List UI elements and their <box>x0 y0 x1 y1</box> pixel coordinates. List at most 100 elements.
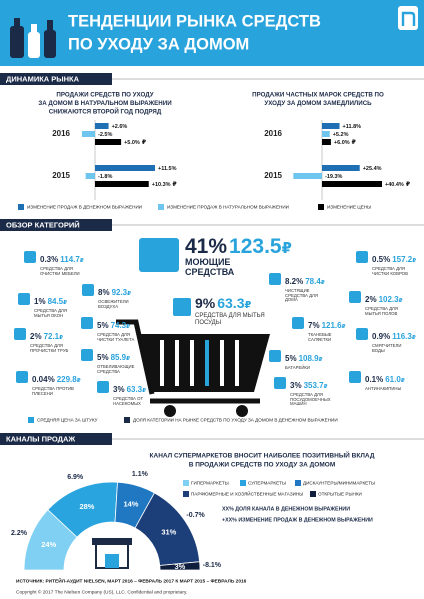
category-icon <box>139 238 179 272</box>
chart-title: В ПРОДАЖИ СРЕДСТВ ПО УХОДУ ЗА ДОМОМ <box>189 462 336 469</box>
currency: ₽ <box>126 324 131 330</box>
currency: ₽ <box>352 140 356 146</box>
bar <box>85 173 95 179</box>
currency: ₽ <box>79 258 84 264</box>
currency: ₽ <box>281 241 292 257</box>
legend-label: СРЕДНЯЯ ЦЕНА ЗА ШТУКУ <box>37 418 98 423</box>
category-price: 61.0 <box>385 375 401 384</box>
legend-swatch <box>18 204 24 210</box>
category-price: 114.7 <box>60 255 80 264</box>
section-title: ОБЗОР КАТЕГОРИЙ <box>6 220 80 229</box>
category-price: 121.6 <box>321 321 342 330</box>
category-icon <box>97 381 109 393</box>
category-name: СРЕДСТВА ДЛЯ ПРОЧИСТКИ ТРУБ <box>30 343 69 353</box>
legend-swatch <box>183 491 189 497</box>
legend-swatch <box>183 480 189 486</box>
bar <box>322 181 382 187</box>
value-label: +5.2% <box>333 132 349 138</box>
category-share: 0.3% <box>40 255 59 264</box>
legend-swatch <box>158 204 164 210</box>
category-name: СРЕДСТВА ДЛЯ ОЧИСТКИ МЕБЕЛИ <box>40 266 80 276</box>
share-label: 24% <box>41 540 56 549</box>
category-item: 1% 84.5₽ СРЕДСТВА ДЛЯ МЫТЬЯ ОКОН <box>34 292 76 318</box>
growth-label: -0.7% <box>186 512 205 519</box>
category-name: АНТИНАКИПИНЫ <box>365 386 402 391</box>
bar <box>322 131 330 137</box>
currency: ₽ <box>400 378 405 384</box>
legend-swatch <box>28 417 34 423</box>
legend-note: +XX% ИЗМЕНЕНИЕ ПРОДАЖ В ДЕНЕЖНОМ ВЫРАЖЕН… <box>222 517 373 523</box>
category-price: 85.9 <box>110 353 127 362</box>
currency: ₽ <box>63 300 68 306</box>
category-share: 8% <box>98 288 110 297</box>
currency: ₽ <box>142 140 146 146</box>
legend-label: СУПЕРМАРКЕТЫ <box>248 481 286 486</box>
category-share: 0.1% <box>365 375 384 384</box>
category-item: 2% 72.1₽ СРЕДСТВА ДЛЯ ПРОЧИСТКИ ТРУБ <box>30 327 72 353</box>
category-name: ОСВЕЖИТЕЛИ ВОЗДУХА <box>98 299 129 309</box>
category-item: 41%123.5₽ МОЮЩИЕ СРЕДСТВА <box>185 236 292 278</box>
header-band <box>0 0 424 66</box>
chart-title: СНИЖАЮТСЯ ВТОРОЙ ГОД ПОДРЯД <box>49 108 162 116</box>
legend-swatch <box>318 204 324 210</box>
category-price: 72.1 <box>43 332 60 341</box>
category-share: 0.5% <box>372 255 391 264</box>
category-label: 2016 <box>52 129 70 138</box>
category-name: СРЕДСТВА ОТ НАСЕКОМЫХ <box>113 396 144 406</box>
category-price: 157.2 <box>392 255 413 264</box>
category-icon <box>16 371 28 383</box>
category-icon <box>356 251 368 263</box>
section-tag <box>0 73 112 85</box>
category-icon <box>173 298 191 316</box>
category-price: 84.5 <box>47 297 64 306</box>
category-item: 7% 121.6₽ ТКАНЕВЫЕ САЛФЕТКИ <box>308 316 350 342</box>
growth-label: 6.9% <box>67 474 84 481</box>
category-share: 0.9% <box>372 332 391 341</box>
currency: ₽ <box>173 182 177 188</box>
currency: ₽ <box>244 300 252 311</box>
legend-label: ИЗМЕНЕНИЕ ПРОДАЖ В ДЕНЕЖНОМ ВЫРАЖЕНИИ <box>27 205 142 210</box>
section-tag <box>0 219 112 231</box>
category-price: 74.3 <box>110 321 127 330</box>
category-icon <box>81 349 93 361</box>
share-label: 31% <box>161 528 176 537</box>
bar <box>322 139 331 145</box>
legend-label: ИЗМЕНЕНИЕ ПРОДАЖ В НАТУРАЛЬНОМ ВЫРАЖЕНИИ <box>167 205 289 210</box>
growth-label: 2.2% <box>11 530 28 537</box>
category-label: 2015 <box>264 171 282 180</box>
category-name: СМЯГЧИТЕЛИ ВОДЫ <box>372 343 402 353</box>
value-label: -19.3% <box>325 174 343 180</box>
category-share: 2% <box>365 295 377 304</box>
value-label: +40.4% <box>385 182 404 188</box>
footer-band <box>0 575 424 599</box>
category-price: 78.4 <box>305 277 321 286</box>
category-icon <box>82 284 94 296</box>
category-icon <box>274 377 286 389</box>
category-label: 2016 <box>264 129 282 138</box>
value-label: +5.0% <box>124 140 140 146</box>
value-label: +11.8% <box>343 124 362 130</box>
growth-label: -8.1% <box>203 562 222 569</box>
currency: ₽ <box>406 182 410 188</box>
category-item: 8.2% 78.4₽ ЧИСТЯЩИЕ СРЕДСТВА ДЛЯ ДОМА <box>285 272 327 303</box>
legend-swatch <box>310 491 316 497</box>
category-price: 108.9 <box>298 354 319 363</box>
category-price: 92.3 <box>111 288 128 297</box>
legend-label: ПАРФЮМЕРНЫЕ И ХОЗЯЙСТВЕННЫЕ МАГАЗИНЫ <box>191 490 303 497</box>
currency: ₽ <box>341 324 346 330</box>
category-item: 0.04% 229.8₽ СРЕДСТВА ПРОТИВ ПЛЕСЕНИ <box>32 370 81 396</box>
value-label: +25.4% <box>363 166 382 172</box>
bar <box>322 123 340 129</box>
category-name: ОТБЕЛИВАЮЩИЕ СРЕДСТВА <box>97 364 135 374</box>
share-label: 28% <box>79 502 94 511</box>
category-share: 9% <box>195 295 216 311</box>
category-icon <box>24 251 36 263</box>
category-price: 353.7 <box>303 381 324 390</box>
legend-label: ГИПЕРМАРКЕТЫ <box>191 481 229 486</box>
category-name: БАТАРЕЙКИ <box>285 365 311 370</box>
value-label: -1.8% <box>98 174 112 180</box>
value-label: +10.3% <box>152 182 171 188</box>
currency: ₽ <box>323 384 328 390</box>
